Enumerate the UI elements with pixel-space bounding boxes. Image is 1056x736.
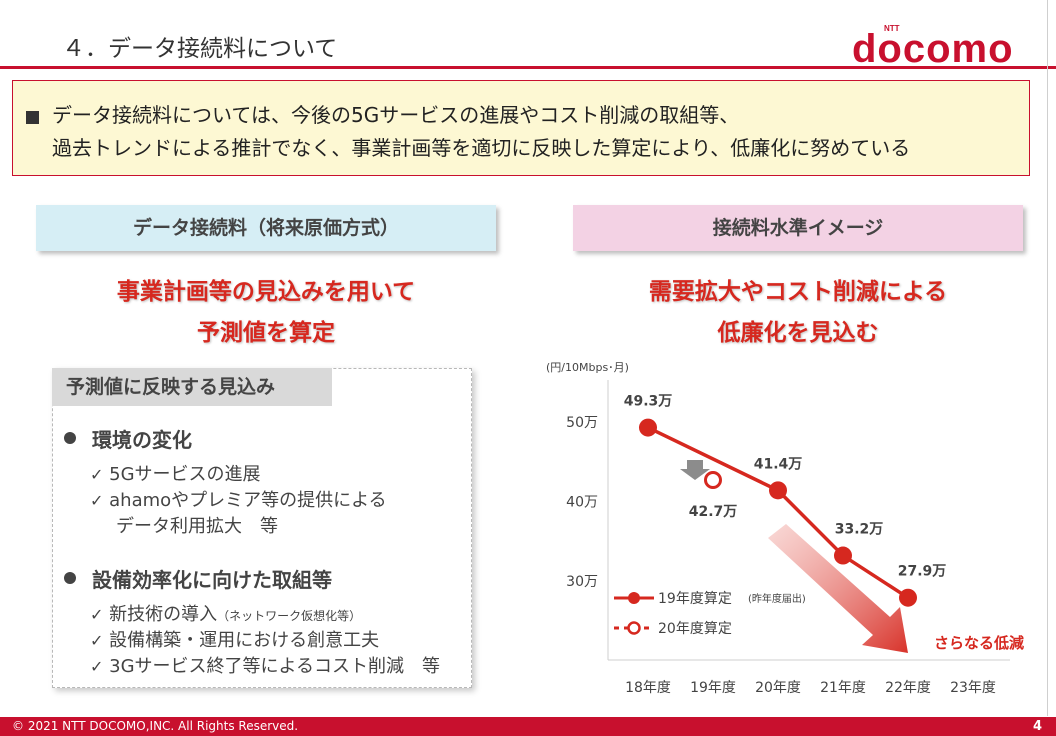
x-tick-label: 23年度 <box>950 680 996 696</box>
summary-line-1: データ接続料については、今後の5Gサービスの進展やコスト削減の取組等、 <box>52 103 740 127</box>
list-item-text: 新技術の導入 <box>109 604 218 625</box>
check-icon: ✓ <box>90 631 104 650</box>
right-headline-2: 低廉化を見込む <box>717 320 879 346</box>
edge-divider <box>1047 0 1048 716</box>
list-item-text: 3Gサービス終了等によるコスト削減 等 <box>109 656 440 677</box>
list-item-text: 設備構築・運用における創意工夫 <box>109 630 380 651</box>
legend-20-marker <box>627 621 641 635</box>
list-item-text: ahamoやプレミア等の提供による <box>109 490 387 511</box>
series-19-point <box>834 546 852 565</box>
series-20-data-label: 42.7万 <box>689 504 738 520</box>
check-icon: ✓ <box>90 657 104 676</box>
square-bullet-icon <box>26 111 39 124</box>
legend-20-label: 20年度算定 <box>658 621 732 637</box>
summary-box <box>12 80 1030 176</box>
series-19-data-label: 27.9万 <box>898 564 947 580</box>
left-headline-1: 事業計画等の見込みを用いて <box>116 279 416 305</box>
list-item: ✓ 5Gサービスの進展 <box>90 460 261 486</box>
reduction-annotation: さらなる低減 <box>934 634 1024 652</box>
series-19-point <box>639 418 657 437</box>
y-tick-label: 40万 <box>566 495 598 511</box>
footer-bar <box>0 717 1056 736</box>
x-tick-label: 21年度 <box>820 680 866 696</box>
slide-title: ４．データ接続料について <box>62 36 338 62</box>
logo-ntt-text: NTT <box>884 24 900 33</box>
down-arrow-icon <box>680 460 710 480</box>
y-tick-label: 50万 <box>566 415 598 431</box>
check-icon: ✓ <box>90 605 104 624</box>
x-tick-label: 18年度 <box>625 680 671 696</box>
right-section-title: 接続料水準イメージ <box>573 205 1023 251</box>
connection-fee-chart: (円/10Mbps･月) 50万 40万 30万 18年度 19年度 20年度 21年度 22年… <box>546 361 1024 696</box>
chart-unit-label: (円/10Mbps･月) <box>546 361 629 374</box>
x-tick-label: 22年度 <box>885 680 931 696</box>
list-item-continuation: データ利用拡大 等 <box>116 516 278 537</box>
logo-docomo-text: docomo <box>852 27 1014 66</box>
series-19-data-label: 49.3万 <box>624 394 673 410</box>
x-tick-label: 19年度 <box>690 680 736 696</box>
group-bullet-icon <box>64 432 76 444</box>
series-20-point <box>704 471 722 490</box>
group-label-efficiency: 設備効率化に向けた取組等 <box>92 568 332 592</box>
group-bullet-icon <box>64 572 76 584</box>
legend-19-label: 19年度算定 <box>658 591 732 607</box>
list-item-text: 5Gサービスの進展 <box>109 464 261 485</box>
forecast-factors-panel <box>52 368 472 688</box>
list-item: ✓ 3Gサービス終了等によるコスト削減 等 <box>90 652 440 678</box>
page-number: 4 <box>1033 719 1043 734</box>
forecast-factors-title: 予測値に反映する見込み <box>52 368 332 406</box>
check-icon: ✓ <box>90 491 104 510</box>
series-19-point <box>769 481 787 500</box>
header-rule <box>0 66 1056 69</box>
series-19-data-label: 41.4万 <box>754 456 803 472</box>
legend-19-note: (昨年度届出) <box>748 592 806 605</box>
group-label-environment: 環境の変化 <box>92 428 192 452</box>
y-tick-label: 30万 <box>566 574 598 590</box>
series-19-data-label: 33.2万 <box>835 522 884 538</box>
left-headline-2: 予測値を算定 <box>197 320 335 346</box>
x-tick-label: 20年度 <box>755 680 801 696</box>
legend-19-marker <box>628 592 640 604</box>
series-19-point <box>899 588 917 607</box>
list-item: ✓ 新技術の導入（ネットワーク仮想化等） <box>90 600 361 626</box>
list-item-note: （ネットワーク仮想化等） <box>217 609 362 623</box>
left-section-title: データ接続料（将来原価方式） <box>36 205 496 251</box>
docomo-logo: NTT docomo <box>852 24 1014 66</box>
further-reduction-arrow <box>768 524 908 653</box>
right-headline-1: 需要拡大やコスト削減による <box>648 279 948 305</box>
list-item: ✓ ahamoやプレミア等の提供による <box>90 486 387 512</box>
copyright-text: © 2021 NTT DOCOMO,INC. All Rights Reserv… <box>12 719 299 733</box>
summary-line-2: 過去トレンドによる推計でなく、事業計画等を適切に反映した算定により、低廉化に努め… <box>52 136 911 160</box>
series-line-19 <box>647 425 909 600</box>
check-icon: ✓ <box>90 465 104 484</box>
list-item: ✓ 設備構築・運用における創意工夫 <box>90 626 379 652</box>
